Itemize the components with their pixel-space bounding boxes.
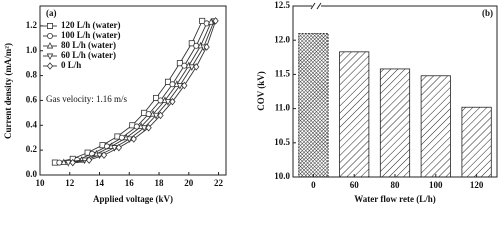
marker bbox=[60, 158, 68, 166]
y-tick-label: 1.2 bbox=[26, 20, 38, 30]
y-tick-label: 10.5 bbox=[274, 137, 290, 147]
x-tick-label: 16 bbox=[125, 178, 135, 188]
x-tick-label: 60 bbox=[350, 180, 360, 190]
x-tick-label: 22 bbox=[214, 178, 224, 188]
y-tick-label: 11.0 bbox=[275, 103, 291, 113]
x-tick-label: 0 bbox=[311, 180, 316, 190]
marker bbox=[140, 125, 148, 132]
y-axis-label: Current density (mA/m²) bbox=[3, 43, 13, 139]
marker bbox=[203, 20, 210, 27]
x-tick-label: 100 bbox=[429, 180, 443, 190]
bar bbox=[379, 68, 411, 178]
marker bbox=[100, 151, 108, 159]
marker bbox=[69, 158, 76, 167]
marker bbox=[145, 124, 152, 132]
marker bbox=[157, 111, 164, 120]
y-tick-label: 11.5 bbox=[275, 68, 291, 78]
plot-frame bbox=[292, 5, 498, 178]
series-line bbox=[72, 20, 217, 164]
y-tick-label: 10.0 bbox=[274, 171, 290, 181]
legend-label: 80 L/h (water) bbox=[61, 40, 116, 50]
marker bbox=[153, 94, 160, 101]
marker bbox=[181, 81, 188, 90]
y-tick-label: 12.0 bbox=[274, 34, 290, 44]
marker bbox=[188, 64, 196, 71]
y-tick-label: 1.0 bbox=[26, 45, 38, 55]
marker bbox=[176, 60, 183, 67]
y-tick-label: 12.5 bbox=[274, 0, 290, 10]
plot-frame bbox=[39, 5, 227, 176]
y-tick-label: 0.0 bbox=[26, 169, 38, 179]
legend-label: 60 L/h (water) bbox=[61, 50, 116, 60]
legend-label: 120 L/h (water) bbox=[61, 20, 121, 30]
legend-marker bbox=[47, 33, 54, 40]
legend-marker bbox=[46, 62, 54, 70]
x-tick-label: 18 bbox=[155, 178, 165, 188]
marker bbox=[169, 97, 176, 106]
legend-marker bbox=[46, 41, 54, 49]
bar bbox=[461, 106, 492, 178]
marker bbox=[115, 143, 122, 152]
y-tick-label: 0.6 bbox=[26, 95, 38, 105]
panel-label: (b) bbox=[482, 8, 493, 18]
x-tick-label: 80 bbox=[391, 180, 401, 190]
marker bbox=[111, 145, 118, 152]
x-tick-label: 14 bbox=[95, 178, 105, 188]
marker bbox=[126, 136, 133, 143]
x-tick-label: 12 bbox=[65, 178, 75, 188]
bar bbox=[298, 32, 329, 178]
x-axis-label: Water flow rete (L/h) bbox=[354, 194, 435, 204]
figure: (a) Gas velocity: 1.16 m/s Applied volta… bbox=[3, 0, 498, 204]
x-axis-label: Applied voltage (kV) bbox=[93, 194, 173, 204]
axis-break bbox=[310, 2, 322, 10]
marker bbox=[176, 83, 184, 90]
marker bbox=[130, 135, 137, 143]
panel-label: (a) bbox=[46, 8, 57, 18]
legend-marker bbox=[46, 53, 54, 61]
x-tick-label: 20 bbox=[184, 178, 194, 188]
marker bbox=[164, 78, 171, 85]
legend-marker bbox=[47, 22, 54, 29]
marker bbox=[65, 160, 72, 167]
x-tick-label: 120 bbox=[470, 180, 484, 190]
y-axis-label: COV (kV) bbox=[256, 71, 266, 111]
legend-label: 0 L/h bbox=[61, 60, 81, 70]
legend-label: 100 L/h (water) bbox=[61, 30, 121, 40]
marker bbox=[96, 152, 103, 160]
marker bbox=[193, 63, 200, 71]
marker bbox=[164, 99, 172, 106]
marker bbox=[188, 40, 195, 47]
series-line bbox=[68, 20, 215, 164]
marker bbox=[152, 112, 160, 120]
marker bbox=[203, 43, 210, 51]
marker bbox=[212, 17, 219, 25]
y-tick-label: 0.8 bbox=[26, 70, 38, 80]
annotation: Gas velocity: 1.16 m/s bbox=[46, 94, 127, 104]
bar bbox=[420, 75, 451, 178]
bar bbox=[339, 51, 370, 178]
y-tick-label: 0.4 bbox=[26, 119, 38, 129]
marker bbox=[199, 17, 206, 24]
x-tick-label: 10 bbox=[36, 178, 46, 188]
marker bbox=[85, 156, 93, 164]
y-tick-label: 0.2 bbox=[26, 144, 38, 154]
marker bbox=[207, 18, 215, 25]
